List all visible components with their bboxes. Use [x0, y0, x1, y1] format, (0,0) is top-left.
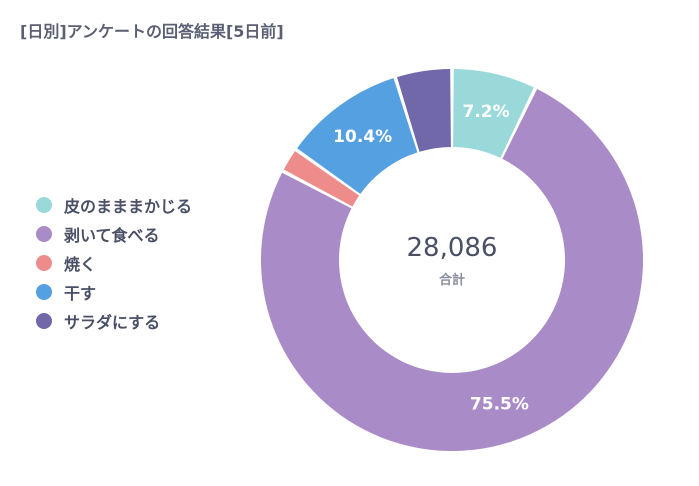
legend-item-kawa[interactable]: 皮のまままかじる — [36, 190, 192, 219]
legend-label: 干す — [64, 283, 97, 303]
legend: 皮のまままかじる 剥いて食べる 焼く 干す サラダにする — [36, 190, 192, 335]
legend-marker — [36, 312, 52, 329]
legend-label: 剥いて食べる — [64, 225, 160, 245]
legend-marker — [36, 196, 52, 213]
slice-muite[interactable] — [261, 89, 643, 451]
legend-label: 焼く — [64, 254, 97, 274]
legend-marker — [36, 225, 52, 242]
slice-yaku[interactable] — [283, 151, 360, 207]
legend-item-salad[interactable]: サラダにする — [36, 306, 192, 335]
slice-salad[interactable] — [397, 69, 451, 152]
slice-data-label: 10.4% — [333, 127, 392, 147]
slice-labels-group: 7.2% 75.5% 10.4% — [333, 102, 529, 415]
legend-item-yaku[interactable]: 焼く — [36, 248, 192, 277]
slice-data-label: 75.5% — [470, 394, 529, 414]
legend-marker — [36, 254, 52, 271]
slice-hosu[interactable] — [297, 78, 418, 194]
slice-kawa[interactable] — [453, 69, 534, 158]
chart-title: [日別]アンケートの回答結果[5日前] — [20, 22, 284, 41]
legend-item-hosu[interactable]: 干す — [36, 277, 192, 306]
legend-label: サラダにする — [64, 312, 161, 332]
center-total-caption: 合計 — [439, 272, 465, 288]
legend-item-muite[interactable]: 剥いて食べる — [36, 219, 192, 248]
legend-label: 皮のまままかじる — [64, 196, 193, 216]
slice-data-label: 7.2% — [463, 102, 510, 122]
center-total-value: 28,086 — [407, 233, 498, 263]
slices-group — [261, 69, 643, 451]
legend-marker — [36, 283, 52, 300]
